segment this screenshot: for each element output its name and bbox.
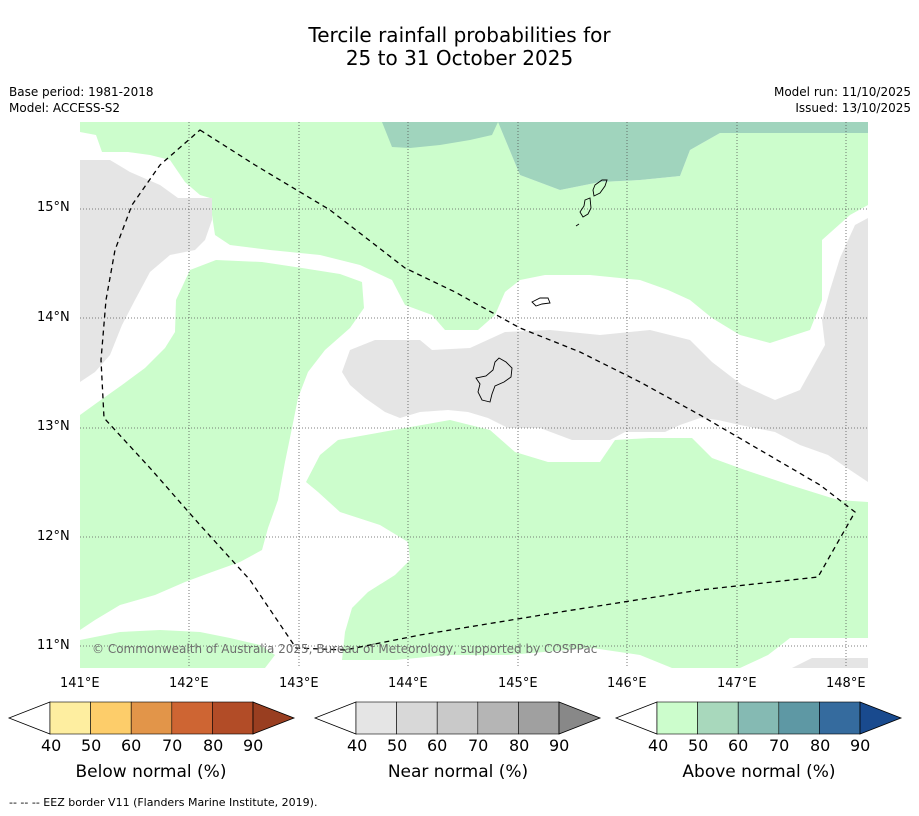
lon-label-147: 147°E bbox=[717, 676, 757, 691]
cb-near-tick-80: 80 bbox=[509, 736, 530, 755]
guam-island bbox=[475, 357, 513, 403]
colorbar-upper-extend bbox=[859, 701, 903, 735]
above-normal-50-region bbox=[382, 122, 868, 190]
title-line-1: Tercile rainfall probabilities for bbox=[308, 23, 611, 47]
cb-above-tick-90: 90 bbox=[850, 736, 871, 755]
cb-above-tick-70: 70 bbox=[769, 736, 790, 755]
cb-below-tick-90: 90 bbox=[243, 736, 264, 755]
cb-above-tick-60: 60 bbox=[728, 736, 749, 755]
colorbar-near-normal bbox=[313, 701, 602, 735]
lat-label-12: 12°N bbox=[37, 529, 70, 544]
colorbar-segment bbox=[737, 701, 780, 735]
title-line-2: 25 to 31 October 2025 bbox=[345, 46, 574, 70]
copyright-text: © Commonwealth of Australia 2025, Bureau… bbox=[92, 642, 597, 656]
colorbar-lower-extend bbox=[7, 701, 51, 735]
lon-label-145: 145°E bbox=[498, 676, 538, 691]
colorbar-upper-extend bbox=[252, 701, 296, 735]
cb-below-tick-50: 50 bbox=[81, 736, 102, 755]
lon-label-144: 144°E bbox=[388, 676, 428, 691]
model-run: Model run: 11/10/2025 bbox=[773, 85, 911, 99]
colorbar-segment bbox=[778, 701, 820, 735]
colorbars bbox=[7, 701, 903, 735]
colorbar-segment bbox=[130, 701, 173, 735]
cb-below-tick-80: 80 bbox=[203, 736, 224, 755]
cb-below-tick-70: 70 bbox=[162, 736, 183, 755]
cb-near-tick-70: 70 bbox=[468, 736, 489, 755]
lon-label-141: 141°E bbox=[60, 676, 100, 691]
colorbar-upper-extend bbox=[558, 701, 602, 735]
lat-label-13: 13°N bbox=[37, 419, 70, 434]
cb-near-tick-50: 50 bbox=[387, 736, 408, 755]
colorbar-segment bbox=[436, 701, 479, 735]
lon-label-146: 146°E bbox=[607, 676, 647, 691]
cb-near-title: Near normal (%) bbox=[387, 762, 529, 782]
graticule bbox=[80, 122, 868, 668]
issued-date: Issued: 13/10/2025 bbox=[795, 101, 911, 115]
near-normal-40-region bbox=[80, 160, 868, 668]
eez-footnote: -- -- -- EEZ border V11 (Flanders Marine… bbox=[9, 796, 318, 809]
lon-label-142: 142°E bbox=[169, 676, 209, 691]
coastline bbox=[475, 179, 608, 403]
colorbar-segment bbox=[518, 701, 560, 735]
colorbar-above-normal bbox=[614, 701, 903, 735]
cb-below-tick-60: 60 bbox=[121, 736, 142, 755]
colorbar-lower-extend bbox=[313, 701, 357, 735]
aguijan-island bbox=[575, 223, 580, 227]
colorbar-segment bbox=[697, 701, 739, 735]
colorbar-segment bbox=[477, 701, 519, 735]
colorbar-segment bbox=[90, 701, 132, 735]
colorbar-segment bbox=[819, 701, 861, 735]
colorbar-lower-extend bbox=[614, 701, 658, 735]
saipan-island bbox=[592, 179, 608, 197]
cb-near-tick-60: 60 bbox=[427, 736, 448, 755]
colorbar-segment bbox=[396, 701, 438, 735]
colorbar-segment bbox=[656, 701, 698, 735]
tinian-island bbox=[579, 197, 592, 218]
lon-label-143: 143°E bbox=[279, 676, 319, 691]
above-normal-40-region bbox=[80, 122, 868, 668]
cb-above-tick-50: 50 bbox=[688, 736, 709, 755]
cb-above-tick-80: 80 bbox=[810, 736, 831, 755]
colorbar-segment bbox=[212, 701, 254, 735]
colorbar-segment bbox=[171, 701, 213, 735]
cb-above-tick-40: 40 bbox=[648, 736, 669, 755]
lon-label-148: 148°E bbox=[826, 676, 866, 691]
rota-island bbox=[531, 297, 551, 307]
colorbar-segment bbox=[49, 701, 91, 735]
colorbar-segment bbox=[355, 701, 397, 735]
cb-above-title: Above normal (%) bbox=[682, 762, 836, 782]
model-name: Model: ACCESS-S2 bbox=[9, 101, 121, 115]
lat-label-11: 11°N bbox=[37, 638, 70, 653]
cb-near-tick-90: 90 bbox=[549, 736, 570, 755]
cb-near-tick-40: 40 bbox=[347, 736, 368, 755]
colorbar-below-normal bbox=[7, 701, 296, 735]
base-period: Base period: 1981-2018 bbox=[9, 85, 154, 99]
lat-label-14: 14°N bbox=[37, 310, 70, 325]
forecast-map: © Commonwealth of Australia 2025, Bureau… bbox=[80, 122, 868, 668]
cb-below-title: Below normal (%) bbox=[75, 762, 227, 782]
cb-below-tick-40: 40 bbox=[41, 736, 62, 755]
lat-label-15: 15°N bbox=[37, 200, 70, 215]
